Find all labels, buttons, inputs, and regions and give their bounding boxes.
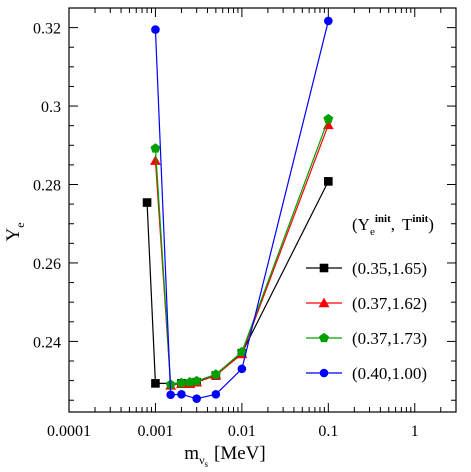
series-layer — [142, 16, 334, 403]
series-4 — [151, 16, 333, 403]
data-point — [323, 113, 334, 124]
x-tick-label: 0.01 — [228, 423, 256, 440]
y-axis-label-sub: e — [13, 222, 27, 227]
legend-label: (0.40,1.00) — [352, 364, 427, 383]
legend: (Yeinit, Tinit) (0.35,1.65)(0.37,1.62)(0.… — [306, 213, 434, 383]
data-point — [177, 390, 186, 399]
data-point — [151, 379, 160, 388]
data-point — [166, 390, 175, 400]
data-point — [150, 143, 161, 153]
y-tick-label: 0.24 — [33, 334, 61, 351]
legend-title-sep: , — [391, 215, 395, 234]
data-point — [324, 177, 333, 186]
y-tick-label: 0.26 — [33, 256, 61, 273]
series-line — [154, 124, 329, 387]
data-point — [176, 377, 187, 388]
legend-label: (0.35,1.65) — [352, 259, 427, 278]
axes: 0.0001 0.001 0.01 0.1 1 0.24 0.26 0.28 0.3 0.32 — [33, 7, 457, 440]
y-tick-label: 0.3 — [41, 99, 61, 116]
data-point — [142, 198, 152, 207]
x-tick-label: 0.001 — [137, 423, 173, 440]
x-tick-label: 0.0001 — [47, 423, 91, 440]
data-point — [151, 25, 160, 34]
x-axis-label-main: m — [184, 443, 199, 464]
series-3 — [150, 113, 334, 389]
legend-entry: (0.37,1.73) — [306, 329, 427, 348]
x-tick-label: 1 — [411, 423, 419, 440]
x-axis-label: mνs [MeV] — [184, 443, 265, 469]
legend-swatch-marker — [319, 263, 329, 273]
data-point — [211, 390, 221, 399]
legend-swatch-marker — [319, 368, 329, 378]
x-tick-label: 0.1 — [318, 423, 338, 440]
legend-title-t-sup: init — [412, 213, 428, 225]
data-point — [324, 16, 333, 26]
x-axis-label-unit: [MeV] — [214, 443, 266, 464]
legend-label: (0.37,1.62) — [352, 294, 427, 313]
y-axis-label-main: Y — [3, 228, 24, 242]
plot-frame — [68, 7, 457, 413]
legend-title: (Yeinit, Tinit) — [352, 213, 434, 238]
legend-title-close: ) — [428, 215, 434, 234]
legend-swatch-marker — [319, 332, 329, 343]
legend-title-y: Y — [358, 215, 370, 234]
x-axis-label-subsub: s — [205, 459, 209, 469]
legend-label: (0.37,1.73) — [352, 329, 427, 348]
y-tick-label: 0.32 — [33, 21, 61, 38]
legend-entry: (0.37,1.62) — [306, 294, 427, 313]
data-point — [192, 394, 201, 403]
series-line — [154, 118, 329, 386]
legend-entry: (0.35,1.65) — [306, 259, 427, 278]
legend-entry: (0.40,1.00) — [306, 364, 427, 383]
y-tick-label: 0.28 — [33, 178, 61, 195]
axis-labels: mνs [MeV] Ye — [3, 222, 266, 469]
data-point — [210, 369, 221, 379]
y-axis-label: Ye — [3, 222, 27, 241]
data-point — [237, 364, 247, 374]
x-axis-label-sub: ν — [199, 453, 205, 467]
legend-title-open: ( — [352, 215, 358, 234]
data-point — [150, 155, 161, 165]
legend-swatch-marker — [318, 297, 330, 308]
data-point — [191, 375, 202, 386]
data-point — [236, 346, 247, 357]
legend-title-y-sup: init — [375, 213, 391, 225]
series-line — [154, 20, 329, 400]
legend-title-y-sub: e — [370, 226, 375, 238]
legend-title-t: T — [402, 215, 413, 234]
